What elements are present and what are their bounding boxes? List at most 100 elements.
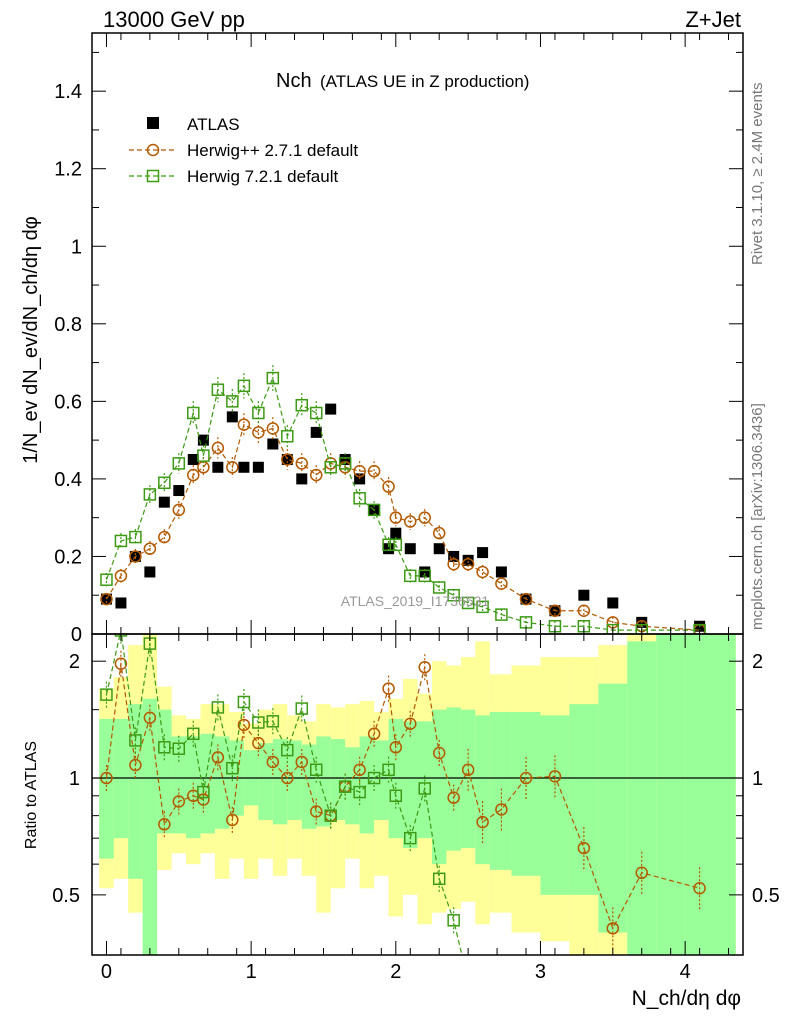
- y-tick-label: 0.2: [54, 546, 82, 568]
- herwig7-point: [143, 488, 157, 501]
- herwigpp-point: [404, 515, 417, 528]
- atlas-point: [390, 527, 402, 539]
- ratio-herwigpp-point: [389, 741, 403, 754]
- atlas-point: [187, 454, 199, 466]
- ratio-herwigpp-point: [606, 922, 620, 935]
- ratio-herwigpp-point: [693, 882, 706, 895]
- ratio-herwig7-point: [158, 741, 171, 754]
- herwigpp-point: [172, 503, 186, 517]
- atlas-point: [115, 597, 127, 609]
- herwigpp-point: [309, 468, 323, 482]
- band-green: [569, 704, 599, 895]
- ratio-herwig7-point: [404, 831, 417, 845]
- ratio-herwig7-point: [324, 809, 337, 822]
- ratio-herwigpp-point: [237, 718, 251, 732]
- x-tick-label: 2: [390, 961, 401, 983]
- herwig7-point: [197, 449, 210, 462]
- atlas-point: [495, 566, 507, 578]
- herwigpp-point: [158, 530, 171, 544]
- ratio-tick-label-left: 0.5: [52, 885, 80, 907]
- legend-herwig7-marker: [146, 169, 160, 183]
- ratio-herwigpp-point: [281, 771, 294, 785]
- herwig7-point: [693, 623, 706, 634]
- herwig7-point: [495, 608, 508, 621]
- atlas-point: [404, 543, 416, 555]
- herwigpp-point: [519, 592, 533, 606]
- herwig7-point: [432, 581, 446, 594]
- ratio-herwig7-point: [382, 763, 395, 777]
- ratio-tick-label-right: 0.5: [752, 885, 780, 907]
- ratio-herwig7-point: [129, 734, 142, 747]
- herwig7-point: [281, 430, 294, 443]
- herwig7-point: [606, 623, 620, 634]
- herwig7-point: [226, 395, 239, 408]
- atlas-point: [158, 496, 170, 508]
- herwigpp-point: [577, 604, 591, 617]
- band-green: [685, 634, 736, 955]
- ratio-tick-label-left: 2: [69, 651, 80, 673]
- series-line-2: [105, 376, 700, 631]
- ratio-herwig7-point: [252, 716, 265, 729]
- herwig7-point: [324, 461, 337, 474]
- ratio-panel-frame: [91, 633, 744, 956]
- herwigpp-point: [476, 565, 489, 579]
- atlas-point: [433, 543, 445, 555]
- herwigpp-point: [143, 542, 157, 555]
- herwig7-point: [389, 538, 403, 552]
- band-green: [627, 641, 657, 955]
- x-tick-label: 0: [101, 961, 112, 983]
- plot-title-main: Nch: [276, 70, 312, 92]
- atlas-point: [296, 473, 308, 485]
- ratio-herwigpp-point: [382, 682, 395, 695]
- herwigpp-point: [281, 453, 294, 466]
- herwig7-point: [172, 457, 186, 470]
- legend-herwigpp-marker: [146, 143, 160, 157]
- ratio-herwig7-point: [309, 763, 323, 777]
- band-green: [540, 715, 570, 895]
- ratio-herwig7-point: [432, 872, 446, 886]
- atlas-point: [339, 454, 351, 466]
- ratio-herwigpp-point: [129, 758, 142, 772]
- herwigpp-point: [389, 511, 403, 524]
- herwigpp-point: [353, 464, 366, 478]
- ratio-herwigpp-point: [404, 717, 417, 730]
- ratio-herwigpp-point: [577, 841, 591, 855]
- band-green: [128, 704, 143, 879]
- ratio-herwig7-point: [266, 715, 280, 728]
- band-green: [656, 634, 686, 955]
- herwigpp-point: [211, 441, 225, 455]
- ratio-herwig7-point: [463, 975, 474, 986]
- ratio-herwigpp-point: [114, 657, 128, 670]
- herwigpp-point: [295, 457, 309, 470]
- herwig7-point: [252, 406, 265, 420]
- herwigpp-point: [418, 511, 431, 524]
- ratio-herwigpp-point: [519, 771, 533, 785]
- ratio-herwig7-point: [418, 782, 431, 795]
- ratio-herwigpp-point: [461, 763, 475, 777]
- band-green: [142, 698, 158, 955]
- band-green: [330, 739, 346, 820]
- atlas-point: [226, 411, 238, 423]
- herwig7-point: [100, 573, 113, 586]
- herwig7-point: [367, 503, 381, 517]
- band-green: [258, 743, 273, 820]
- x-axis-label: N_ch/dη dφ: [632, 987, 741, 1010]
- band-green: [374, 740, 389, 820]
- herwigpp-point: [367, 464, 381, 478]
- y-tick-label: 0.4: [54, 469, 82, 491]
- band-green: [287, 740, 302, 820]
- analysis-watermark: ATLAS_2019_I1736531: [341, 593, 490, 609]
- herwigpp-point: [447, 557, 460, 571]
- y-axis-label-top: 1/N_ev dN_ev/dN_ch/dη dφ: [20, 216, 42, 464]
- ratio-herwigpp-point: [447, 791, 460, 804]
- herwigpp-point: [432, 526, 446, 540]
- y-tick-label: 0: [71, 624, 82, 646]
- atlas-point: [419, 566, 431, 578]
- series-line-1: [105, 423, 700, 631]
- header-right: Z+Jet: [685, 7, 741, 32]
- y-axis-label-ratio-text: Ratio to ATLAS: [23, 741, 40, 849]
- herwigpp-point: [252, 426, 265, 439]
- y-tick-label: 0.6: [54, 391, 82, 413]
- atlas-point: [267, 438, 279, 450]
- ratio-herwig7-point: [211, 701, 225, 714]
